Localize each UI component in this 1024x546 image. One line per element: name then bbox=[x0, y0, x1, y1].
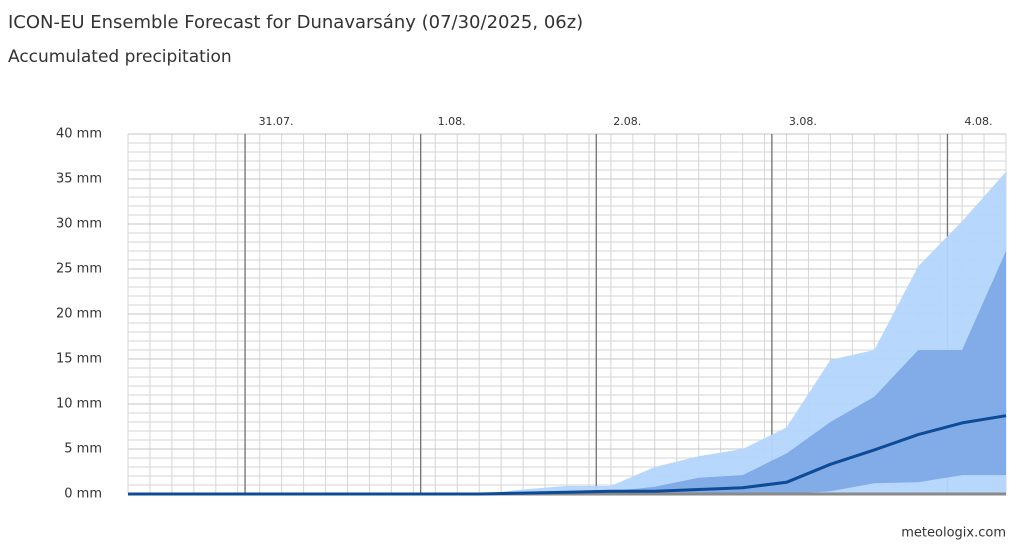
x-tick-label: 1.08. bbox=[438, 115, 466, 128]
x-tick-label: 31.07. bbox=[259, 115, 294, 128]
y-tick-label: 40 mm bbox=[56, 127, 102, 142]
y-tick-label: 0 mm bbox=[64, 487, 102, 502]
y-tick-label: 15 mm bbox=[56, 352, 102, 367]
y-tick-label: 5 mm bbox=[64, 442, 102, 457]
x-tick-label: 3.08. bbox=[789, 115, 817, 128]
source: meteologix.com bbox=[901, 526, 1006, 541]
y-tick-label: 30 mm bbox=[56, 217, 102, 232]
line bbox=[128, 414, 1007, 496]
y-tick-label: 10 mm bbox=[56, 397, 102, 412]
band bbox=[128, 251, 1006, 494]
y-tick-label: 35 mm bbox=[56, 172, 102, 187]
x-tick-label: 2.08. bbox=[613, 115, 641, 128]
chart-title: ICON-EU Ensemble Forecast for Dunavarsán… bbox=[8, 12, 583, 33]
chart-subtitle: Accumulated precipitation bbox=[8, 47, 232, 67]
x-tick-label: 4.08. bbox=[964, 115, 992, 128]
y-tick-label: 25 mm bbox=[56, 262, 102, 277]
y-tick-label: 20 mm bbox=[56, 307, 102, 322]
